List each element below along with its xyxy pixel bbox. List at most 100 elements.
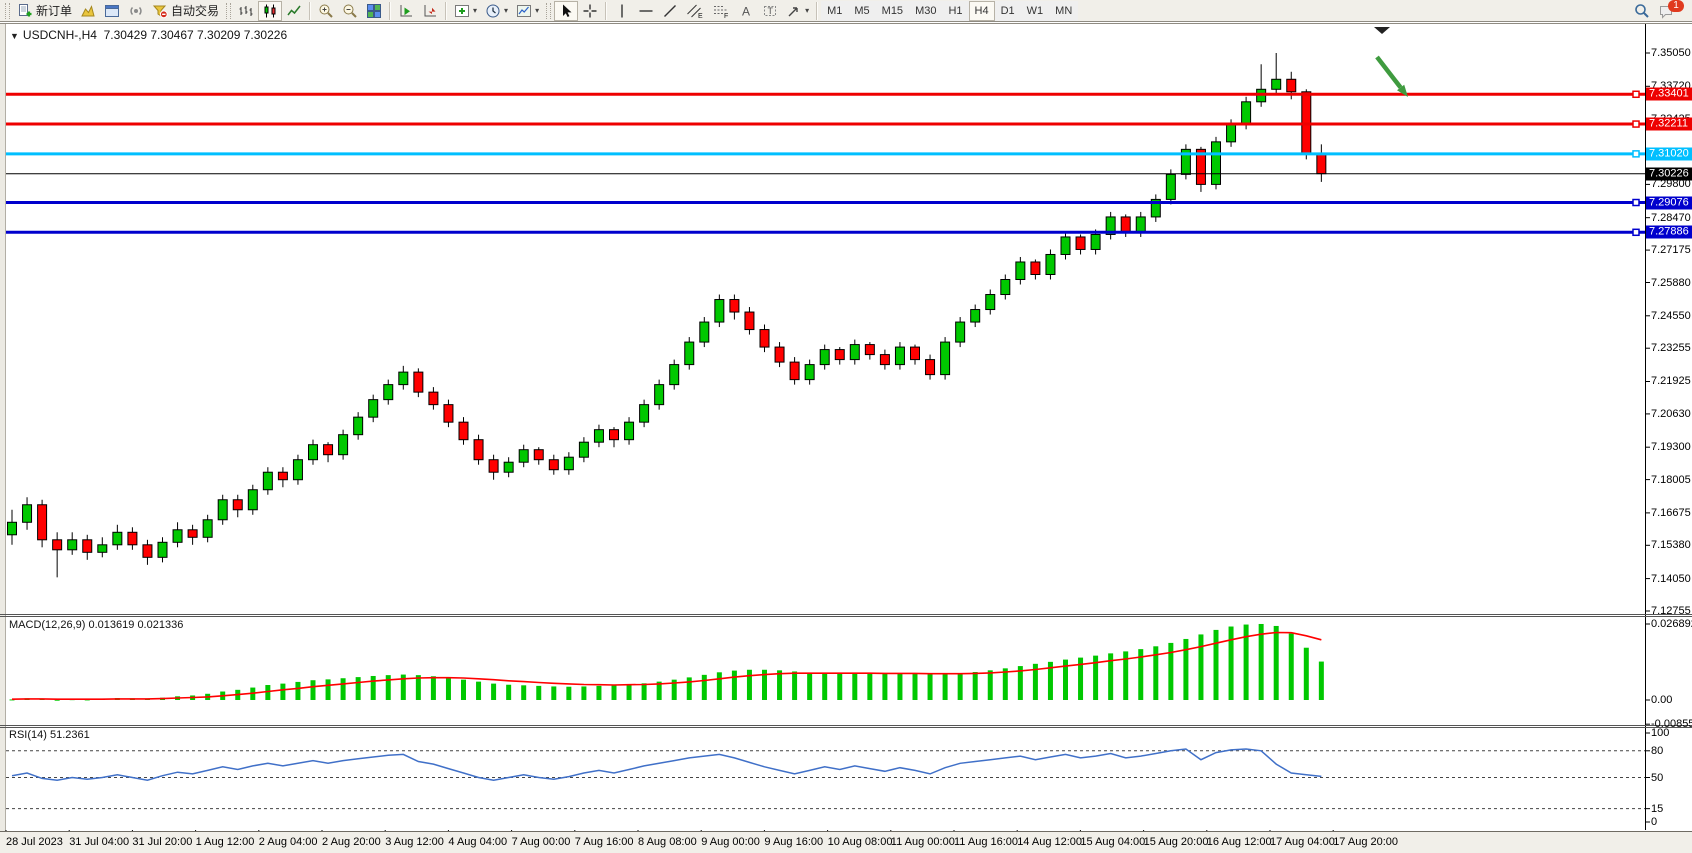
macd-histogram-bar <box>807 672 813 700</box>
timeframe-M30[interactable]: M30 <box>909 0 943 21</box>
auto-scroll-icon <box>400 4 413 16</box>
text-label-button[interactable]: T <box>758 1 782 21</box>
macd-histogram-bar <box>942 674 948 700</box>
candle-bull <box>1105 216 1116 235</box>
tile-windows-button[interactable] <box>362 1 386 21</box>
text-button[interactable]: A <box>734 1 758 21</box>
macd-histogram-bar <box>521 685 527 700</box>
community-button[interactable]: 1 <box>1654 0 1684 21</box>
candle-bull <box>1180 148 1191 175</box>
timeframe-D1[interactable]: D1 <box>994 0 1021 21</box>
level-line-handle[interactable] <box>1632 90 1640 99</box>
svg-text:F: F <box>724 13 728 19</box>
candle-bear <box>52 539 63 551</box>
chart-shift-button[interactable] <box>418 1 442 21</box>
chart-window[interactable] <box>0 23 1692 853</box>
level-line-handle[interactable] <box>1632 120 1640 128</box>
macd-histogram-bar <box>1318 661 1324 700</box>
macd-histogram-bar <box>355 677 361 700</box>
macd-histogram-bar <box>310 680 316 700</box>
macd-histogram-bar <box>54 699 60 701</box>
time-axis-label: 11 Aug 16:00 <box>954 836 1019 848</box>
cursor-button[interactable] <box>554 0 579 21</box>
macd-histogram-bar <box>385 675 391 700</box>
timeframe-M15[interactable]: M15 <box>875 0 910 21</box>
level-line-handle[interactable] <box>1632 150 1640 158</box>
fibonacci-icon: F <box>714 5 728 19</box>
chart-shift-marker[interactable] <box>1374 27 1390 34</box>
toolbar-separator <box>605 1 608 20</box>
macd-histogram-bar <box>641 683 647 700</box>
crosshair-button[interactable] <box>578 1 602 21</box>
rsi-scale-label: 100 <box>1651 727 1670 739</box>
search-button[interactable] <box>1630 1 1654 21</box>
chart-profiles-button[interactable] <box>76 1 100 21</box>
timeframe-H4[interactable]: H4 <box>968 0 995 21</box>
candle-bull <box>593 429 604 443</box>
auto-scroll-button[interactable] <box>394 1 418 21</box>
symbol-collapse-icon[interactable]: ▼ <box>10 31 19 41</box>
clock-icon <box>486 4 500 17</box>
toolbar-grip <box>226 2 232 19</box>
candle-bull <box>624 421 635 441</box>
time-axis-label: 28 Jul 2023 <box>6 836 63 848</box>
fibonacci-button[interactable]: F <box>708 1 734 21</box>
rsi-scale-label: 80 <box>1651 744 1664 757</box>
timeframe-H1[interactable]: H1 <box>942 0 969 21</box>
macd-histogram-bar <box>461 679 466 700</box>
templates-button[interactable]: ▾ <box>512 1 543 21</box>
macd-histogram-bar <box>415 675 421 700</box>
level-line-handle[interactable] <box>1632 198 1640 207</box>
time-axis-label: 9 Aug 16:00 <box>764 836 824 848</box>
tile-windows-icon <box>367 3 382 18</box>
timeframe-M1[interactable]: M1 <box>821 0 849 21</box>
periods-button[interactable]: ▾ <box>481 1 512 21</box>
time-axis-label: 7 Aug 16:00 <box>574 836 634 848</box>
zoom-in-button[interactable] <box>314 1 338 21</box>
level-line-handle[interactable] <box>1632 228 1640 237</box>
toolbar-separator <box>445 1 448 20</box>
zoom-out-button[interactable] <box>338 1 362 21</box>
signals-button[interactable] <box>124 1 148 21</box>
trend-arrow-annotation[interactable] <box>1375 55 1403 89</box>
time-axis-label: 31 Jul 04:00 <box>69 836 130 848</box>
candle-bear <box>187 529 198 538</box>
timeframe-M5[interactable]: M5 <box>848 0 876 21</box>
macd-histogram-bar <box>762 669 767 700</box>
macd-histogram-bar <box>1153 646 1159 700</box>
candle-bull <box>849 344 860 361</box>
macd-histogram-bar <box>731 670 737 700</box>
macd-histogram-bar <box>1063 659 1068 700</box>
equidistant-channel-button[interactable]: E <box>682 1 708 21</box>
arrows-button[interactable]: ▾ <box>782 1 813 21</box>
autotrading-button[interactable]: 自动交易 <box>148 1 223 21</box>
candle-bull <box>1211 141 1221 185</box>
market-watch-button[interactable] <box>100 1 124 21</box>
horizontal-line-button[interactable] <box>634 1 658 21</box>
trendline-button[interactable] <box>658 1 682 21</box>
price-level-badge: 7.33401 <box>1646 87 1692 101</box>
macd-histogram-bar <box>927 673 933 700</box>
line-chart-button[interactable] <box>282 1 306 21</box>
time-axis-strip[interactable] <box>0 831 1692 853</box>
candle-bear <box>759 329 770 348</box>
text-label-icon: T <box>764 5 777 16</box>
price-tick-label: 7.16675 <box>1651 506 1691 519</box>
indicators-button[interactable]: ▾ <box>450 1 481 21</box>
candle-bear <box>232 499 243 511</box>
timeframe-MN[interactable]: MN <box>1049 0 1079 21</box>
price-tick-label: 7.25880 <box>1651 276 1691 289</box>
candlestick-chart-button[interactable] <box>258 0 283 21</box>
bar-chart-button[interactable] <box>234 1 258 21</box>
trend-arrow-head[interactable] <box>1397 84 1408 97</box>
timeframe-W1[interactable]: W1 <box>1020 0 1050 21</box>
indicators-add-icon <box>455 4 470 17</box>
vertical-line-icon <box>621 4 623 17</box>
new-order-button[interactable]: 新订单 <box>13 1 76 21</box>
time-axis-label: 15 Aug 20:00 <box>1143 836 1209 848</box>
candle-bull <box>714 299 725 323</box>
signal-icon <box>130 6 142 15</box>
zoom-in-icon <box>319 4 333 18</box>
vertical-line-button[interactable] <box>610 1 634 21</box>
